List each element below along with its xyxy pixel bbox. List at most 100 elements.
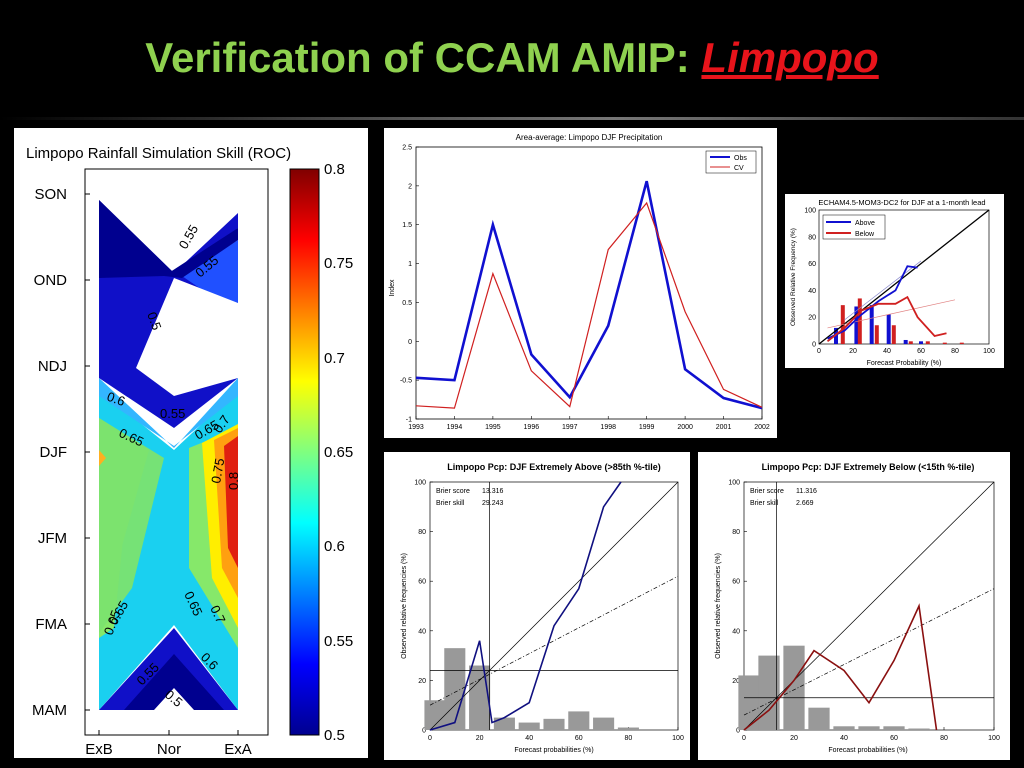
ec-trend-above xyxy=(844,260,922,321)
ec-series-line-above xyxy=(827,265,918,340)
ea-frequency-bar xyxy=(593,717,615,730)
ec-hist-bar-above xyxy=(919,341,923,344)
eb-brier-score-value: 11.316 xyxy=(796,488,817,495)
roc-skill-chart: Limpopo Rainfall Simulation Skill (ROC) xyxy=(26,145,353,758)
ea-brier-score-value: 13.316 xyxy=(482,488,504,495)
extreme-below-chart: Limpopo Pcp: DJF Extremely Below (<15th … xyxy=(715,462,1000,754)
ea-x-tick-label: 80 xyxy=(625,735,633,742)
ec-diagonal xyxy=(818,209,990,345)
roc-y-tick: NDJ xyxy=(38,358,67,375)
eb-frequency-bar xyxy=(738,675,760,730)
ts-legend: Obs CV xyxy=(705,150,757,174)
eb-frequency-bar xyxy=(908,728,930,730)
ts-x-tick-label: 2000 xyxy=(677,424,693,431)
ec-ylabel: Observed Relative Frequency (%) xyxy=(790,228,797,326)
ec-x-tick-label: 80 xyxy=(951,348,959,355)
roc-y-tick: JFM xyxy=(38,530,67,547)
contour-label: 0.8 xyxy=(226,472,241,490)
ts-x-tick-label: 1996 xyxy=(524,424,540,431)
roc-y-tick: FMA xyxy=(35,616,67,633)
ts-x-tick-label: 1994 xyxy=(447,424,463,431)
ts-y-ticks: 2.5 2 1.5 1 0.5 0 -0.5 -1 xyxy=(400,145,419,424)
ea-y-tick-label: 40 xyxy=(418,628,426,635)
eb-frequency-bar xyxy=(833,726,855,730)
roc-x-tick: Nor xyxy=(157,741,181,758)
ts-x-ticks: 1993 1994 1995 1996 1997 1998 1999 2000 2001 2002 xyxy=(408,416,770,431)
ts-y-tick-label: 0 xyxy=(408,339,412,346)
ec-x-tick-label: 100 xyxy=(983,348,995,355)
ts-y-tick-label: 2 xyxy=(408,183,412,190)
ec-legend-below: Below xyxy=(855,231,875,238)
ec-x-tick-label: 0 xyxy=(817,348,821,355)
ea-x-tick-label: 60 xyxy=(575,735,583,742)
roc-y-tick: MAM xyxy=(32,702,67,719)
eb-y-tick-label: 80 xyxy=(732,529,740,536)
eb-y-tick-label: 100 xyxy=(728,480,740,487)
echam-reliability-chart: ECHAM4.5-MOM3-DC2 for DJF at a 1-month l… xyxy=(790,198,995,367)
ea-y-tick-label: 80 xyxy=(418,529,426,536)
ec-y-tick-label: 60 xyxy=(808,261,816,268)
eb-brier-score-label: Brier score xyxy=(750,488,784,495)
roc-contour-fill xyxy=(99,200,238,710)
ts-x-tick-label: 1997 xyxy=(562,424,578,431)
ec-legend: Above Below xyxy=(822,214,886,240)
colorbar-tick: 0.65 xyxy=(324,444,353,461)
ea-x-tick-label: 20 xyxy=(476,735,484,742)
roc-skill-panel: Limpopo Rainfall Simulation Skill (ROC) xyxy=(14,128,368,758)
ea-frequency-bar xyxy=(444,648,466,730)
contour-label: 0.7 xyxy=(207,603,228,626)
roc-colorbar-ticks: 0.8 0.75 0.7 0.65 0.6 0.55 0.5 xyxy=(324,161,353,744)
colorbar-tick: 0.6 xyxy=(324,538,345,555)
ts-lines xyxy=(415,180,763,410)
ec-hist-bar-below xyxy=(925,341,930,344)
ts-x-tick-label: 1999 xyxy=(639,424,655,431)
ts-x-tick-label: 1995 xyxy=(485,424,501,431)
ec-hist-bar-above xyxy=(869,305,874,344)
title-highlight: Limpopo xyxy=(701,34,879,81)
ec-y-tick-label: 40 xyxy=(808,288,816,295)
eb-x-tick-label: 60 xyxy=(890,735,898,742)
eb-y-tick-label: 60 xyxy=(732,579,740,586)
ea-marks xyxy=(424,481,679,731)
contour-label: 0.55 xyxy=(160,406,185,421)
ea-y-tick-label: 0 xyxy=(422,728,426,735)
ea-frequency-bar xyxy=(424,700,446,730)
ea-title: Limpopo Pcp: DJF Extremely Above (>85th … xyxy=(447,462,660,472)
ea-y-tick-label: 100 xyxy=(414,480,426,487)
ts-series-line-obs xyxy=(415,180,763,410)
ec-hist-bar-below xyxy=(959,342,964,344)
extreme-above-panel: Limpopo Pcp: DJF Extremely Above (>85th … xyxy=(384,452,690,760)
ec-x-tick-label: 60 xyxy=(917,348,925,355)
contour-label: 0.5 xyxy=(144,310,164,332)
extreme-below-panel: Limpopo Pcp: DJF Extremely Below (<15th … xyxy=(698,452,1010,760)
ts-legend-cv: CV xyxy=(734,165,744,172)
eb-frequency-bar xyxy=(808,707,830,730)
roc-y-tick: OND xyxy=(34,272,68,289)
eb-y-tick-label: 40 xyxy=(732,628,740,635)
eb-frequency-bar xyxy=(858,726,880,730)
ea-frequency-bar xyxy=(469,665,491,730)
colorbar-tick: 0.75 xyxy=(324,255,353,272)
ea-frequency-bar xyxy=(617,727,639,730)
eb-y-tick-label: 0 xyxy=(736,728,740,735)
ea-brier-skill-value: 29.243 xyxy=(482,500,504,507)
ec-hist-bar-below xyxy=(908,341,913,344)
ec-y-tick-label: 0 xyxy=(812,342,816,349)
ts-y-tick-label: 2.5 xyxy=(402,145,412,152)
ea-frequency-bar xyxy=(543,718,565,730)
roc-colorbar xyxy=(289,168,320,736)
ts-title: Area-average: Limpopo DJF Precipitation xyxy=(516,133,663,142)
eb-frequency-bar xyxy=(883,726,905,730)
timeseries-chart: Area-average: Limpopo DJF Precipitation … xyxy=(389,133,770,431)
ec-hist-bar-below xyxy=(891,325,896,344)
ts-x-tick-label: 2001 xyxy=(716,424,732,431)
ea-brier-skill-label: Brier skill xyxy=(436,500,465,507)
contour-label: 0.6 xyxy=(105,389,127,409)
ea-perfect-reliability-line xyxy=(429,481,679,731)
ts-y-tick-label: -1 xyxy=(406,417,412,424)
eb-no-skill-line xyxy=(743,588,995,716)
ec-marks xyxy=(818,209,990,345)
ec-series-line-below xyxy=(826,295,947,343)
echam-reliability-panel: ECHAM4.5-MOM3-DC2 for DJF at a 1-month l… xyxy=(785,194,1004,368)
contour-label: 0.75 xyxy=(208,457,227,485)
